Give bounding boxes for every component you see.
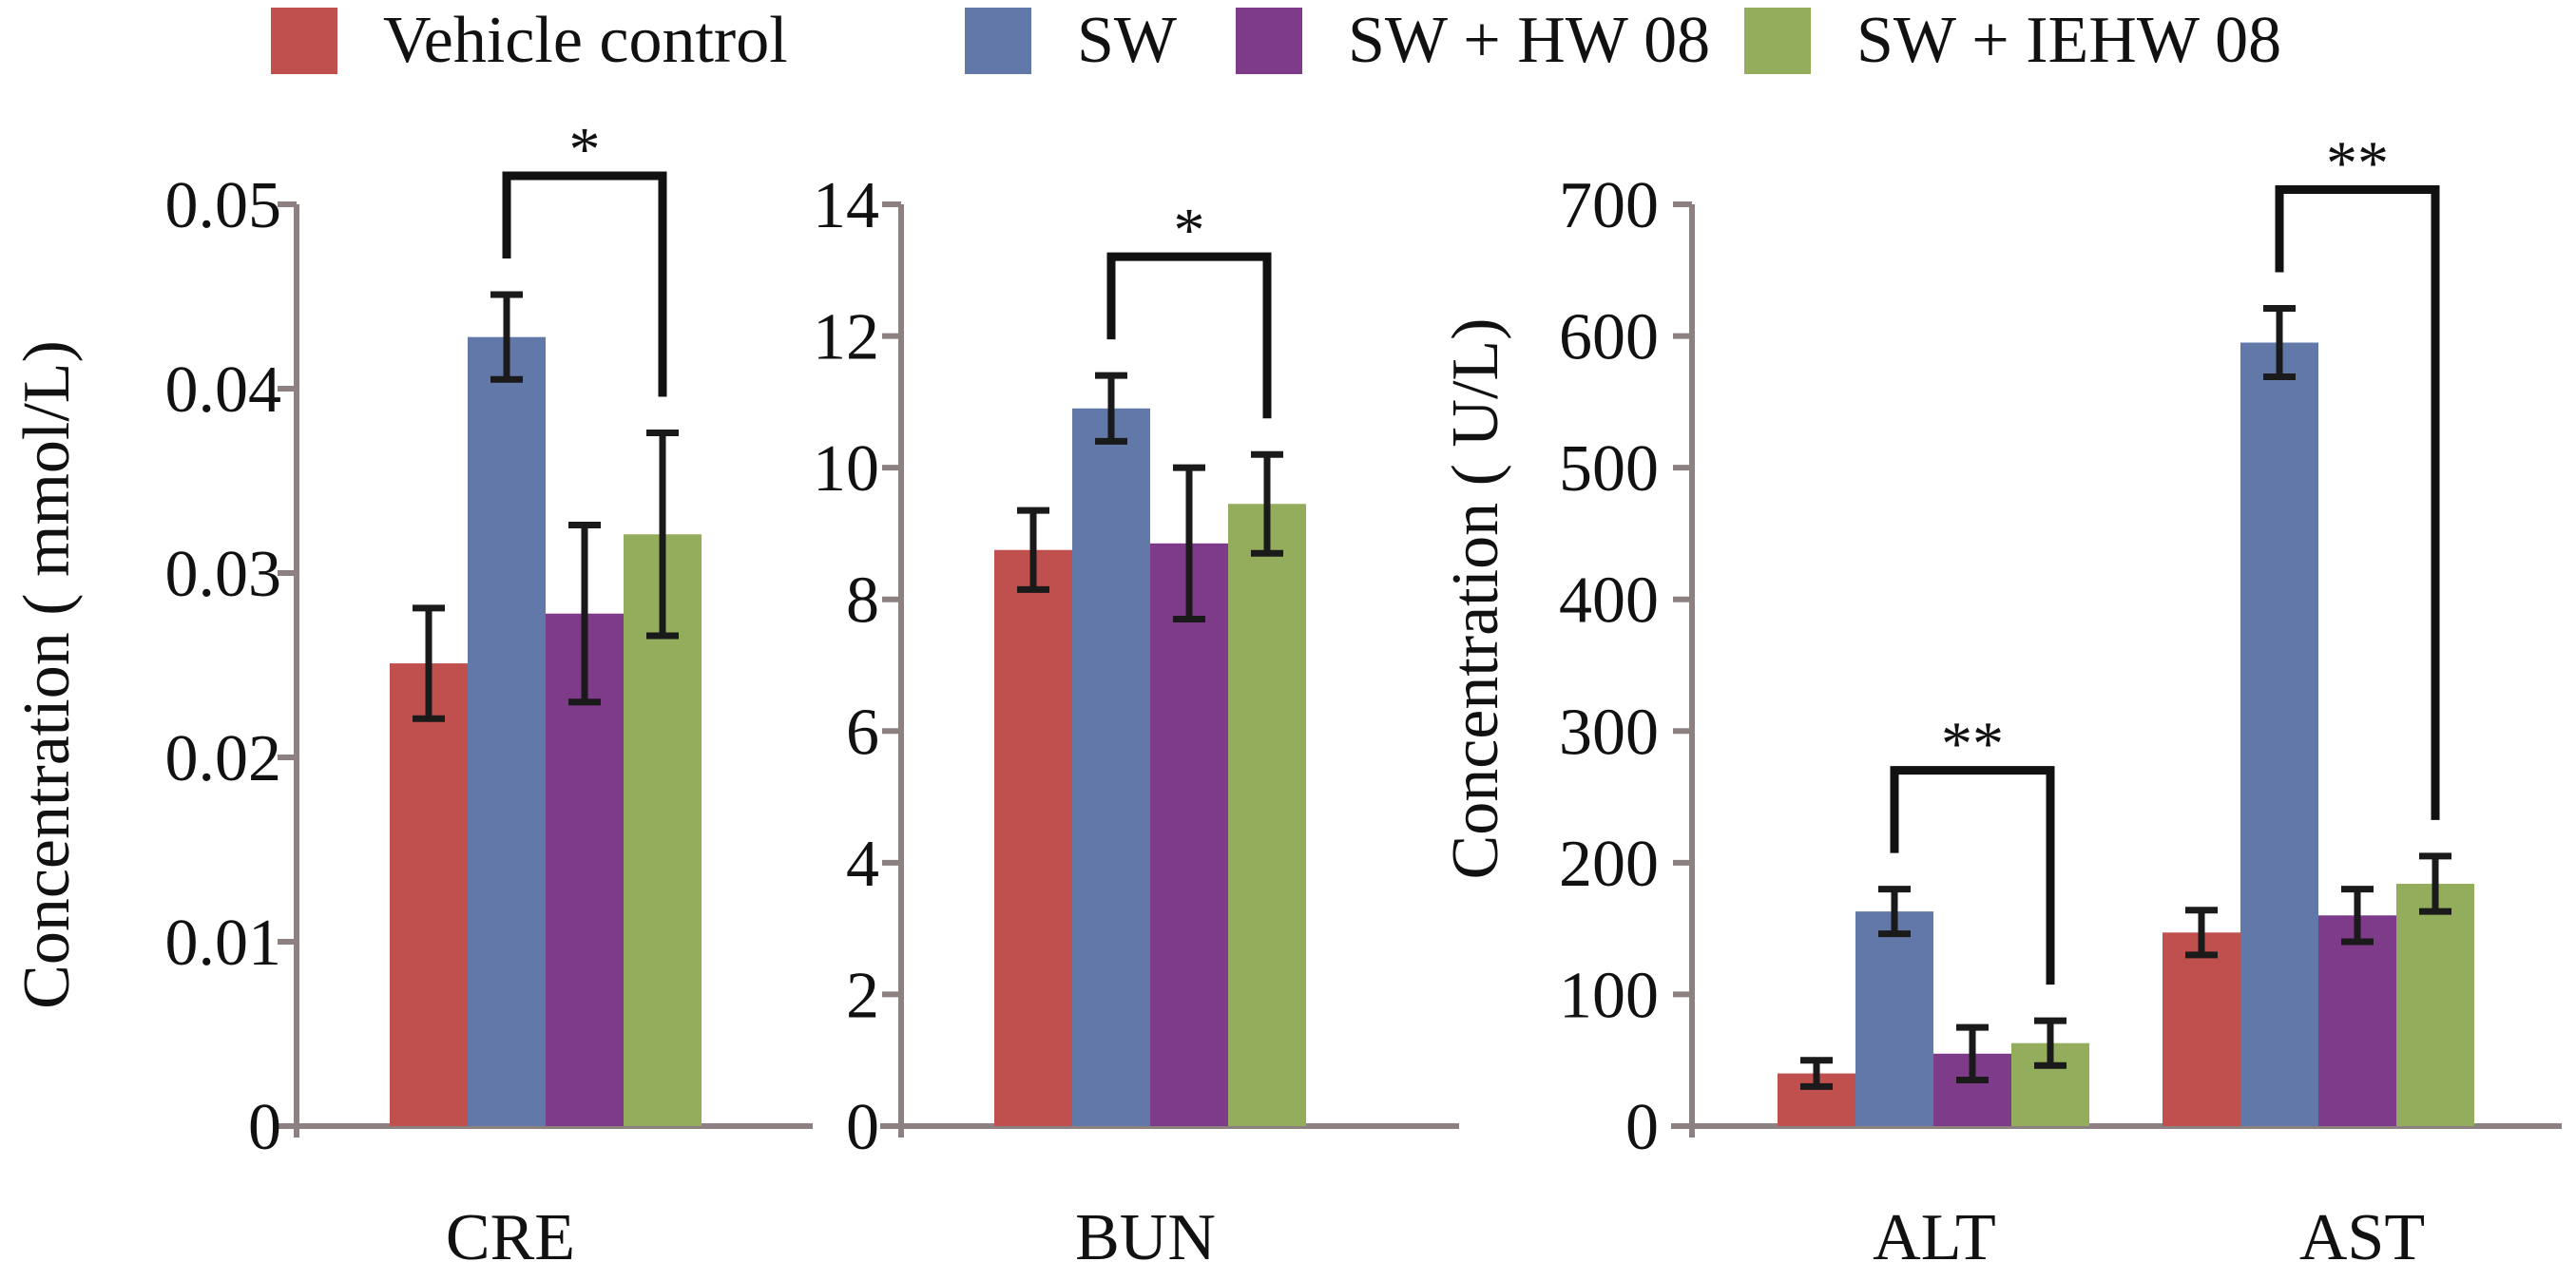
- error-bar-alt-vehicle-control: [1800, 1057, 1833, 1090]
- category-label: BUN: [1075, 1201, 1216, 1274]
- significance-bracket-alt: **: [1890, 710, 2055, 985]
- legend-swatch: [1236, 8, 1302, 74]
- error-bar-bun-sw-hw-08: [1173, 464, 1205, 622]
- error-bar-ast-sw-iehw-08: [2419, 852, 2451, 915]
- y-tick-label: 12: [813, 301, 879, 374]
- y-tick-label: 100: [1559, 959, 1659, 1032]
- y-axis-title: Concentration ( mmol/L): [10, 340, 84, 1009]
- category-group-bun: BUN *: [994, 196, 1306, 1274]
- bar-bun-sw-iehw-08: [1228, 504, 1306, 1126]
- chart-panels: 0 0.01 0.02 0.03 0.04 0.05 Concentration ( mmo…: [10, 115, 2562, 1274]
- error-bar-ast-vehicle-control: [2185, 907, 2218, 959]
- legend-label: SW + IEHW 08: [1856, 4, 2281, 77]
- bar-bun-vehicle-control: [994, 549, 1072, 1126]
- panel-alt-ast: 0 100 200 300 400 500 600 700 Concentration ( U/…: [1439, 128, 2562, 1274]
- error-bar-bun-sw-iehw-08: [1251, 450, 1283, 557]
- panel-cre: 0 0.01 0.02 0.03 0.04 0.05 Concentration ( mmo…: [10, 115, 813, 1274]
- significance-bracket-bun: *: [1106, 196, 1272, 419]
- bracket-line: [2275, 184, 2440, 820]
- error-bar-cre-sw-iehw-08: [646, 430, 679, 640]
- y-tick-label: 0.04: [165, 354, 282, 427]
- y-tick-label: 200: [1559, 828, 1659, 901]
- significance-label: **: [1941, 710, 2004, 779]
- legend-label: SW + HW 08: [1348, 4, 1710, 77]
- bar-bun-sw: [1072, 408, 1150, 1126]
- category-label: ALT: [1873, 1201, 1996, 1274]
- error-bar-cre-vehicle-control: [413, 604, 445, 722]
- legend-item-sw: SW: [965, 4, 1177, 77]
- category-label: CRE: [446, 1201, 575, 1274]
- legend-swatch: [271, 8, 337, 74]
- bar-cre-vehicle-control: [390, 663, 468, 1126]
- bracket-line: [502, 171, 667, 397]
- bar-ast-sw-iehw-08: [2396, 884, 2474, 1126]
- y-tick-label: 0.03: [165, 538, 282, 611]
- legend-swatch: [1744, 8, 1811, 74]
- bar-cre-sw: [468, 336, 546, 1126]
- y-tick-label: 300: [1559, 696, 1659, 769]
- y-tick-label: 0: [1625, 1091, 1659, 1164]
- error-bar-alt-sw-hw-08: [1956, 1023, 1989, 1083]
- y-axis-title: Concentration ( U/L): [1439, 318, 1512, 880]
- bracket-line: [1890, 766, 2055, 985]
- error-bar-cre-sw: [490, 291, 523, 383]
- legend-label: SW: [1077, 4, 1177, 77]
- panel-bun: 0 2 4 6 8 10 12 14 BUN *: [813, 169, 1459, 1274]
- legend-item-sw-iehw-08: SW + IEHW 08: [1744, 4, 2281, 77]
- error-bar-ast-sw: [2263, 304, 2296, 381]
- category-group-alt: ALT **: [1778, 710, 2089, 1274]
- y-tick-label: 14: [813, 169, 879, 242]
- y-tick-label: 6: [846, 696, 879, 769]
- error-bar-bun-vehicle-control: [1017, 507, 1049, 593]
- error-bar-alt-sw: [1878, 886, 1911, 938]
- category-group-cre: CRE *: [390, 115, 702, 1274]
- significance-label: **: [2326, 128, 2389, 198]
- y-tick-label: 500: [1559, 432, 1659, 506]
- bar-ast-sw: [2240, 342, 2318, 1126]
- error-bar-bun-sw: [1095, 372, 1127, 445]
- bar-alt-sw: [1855, 911, 1933, 1126]
- significance-label: *: [569, 115, 601, 184]
- significance-label: *: [1174, 196, 1205, 265]
- legend-swatch: [965, 8, 1031, 74]
- legend-label: Vehicle control: [383, 4, 788, 77]
- bar-bun-sw-hw-08: [1150, 543, 1228, 1126]
- y-tick-label: 700: [1559, 169, 1659, 242]
- error-bar-ast-sw-hw-08: [2341, 886, 2374, 946]
- bracket-line: [1106, 252, 1272, 419]
- category-group-ast: AST **: [2163, 128, 2474, 1274]
- category-label: AST: [2299, 1201, 2425, 1274]
- y-tick-label: 8: [846, 564, 879, 638]
- bar-ast-vehicle-control: [2163, 932, 2240, 1126]
- significance-bracket-ast: **: [2275, 128, 2440, 820]
- y-tick-label: 4: [846, 828, 879, 901]
- y-tick-label: 600: [1559, 301, 1659, 374]
- error-bar-cre-sw-hw-08: [568, 522, 601, 706]
- y-tick-label: 10: [813, 432, 879, 506]
- y-tick-label: 2: [846, 959, 879, 1032]
- legend-item-sw-hw-08: SW + HW 08: [1236, 4, 1710, 77]
- error-bar-alt-sw-iehw-08: [2034, 1017, 2067, 1069]
- bar-ast-sw-hw-08: [2318, 915, 2396, 1126]
- y-tick-label: 400: [1559, 564, 1659, 638]
- y-tick-label: 0.05: [165, 169, 282, 242]
- legend-item-vehicle-control: Vehicle control: [271, 4, 788, 77]
- y-tick-label: 0.02: [165, 722, 282, 795]
- legend: Vehicle control SW SW + HW 08 SW + IEHW 08: [271, 4, 2281, 77]
- y-tick-label: 0: [846, 1091, 879, 1164]
- significance-bracket-cre: *: [502, 115, 667, 397]
- y-tick-label: 0.01: [165, 907, 282, 980]
- y-tick-label: 0: [248, 1091, 281, 1164]
